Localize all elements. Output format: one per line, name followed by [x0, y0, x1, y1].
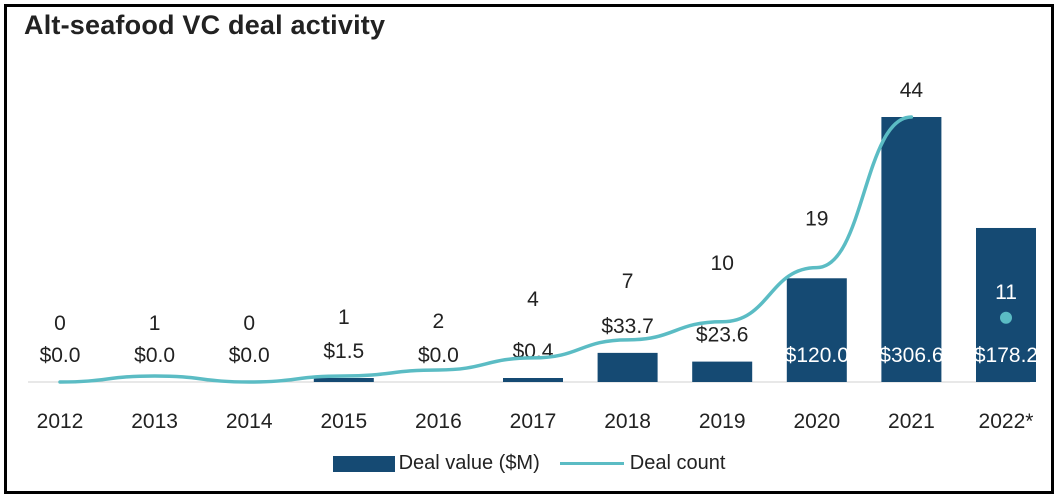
x-tick-label-2021: 2021 — [888, 410, 935, 433]
deal-count-label-2016: 2 — [433, 310, 445, 333]
legend-item-deal-value: Deal value ($M) — [332, 452, 540, 475]
chart-title: Alt-seafood VC deal activity — [24, 10, 386, 40]
deal-count-label-2021: 44 — [900, 79, 924, 102]
deal-count-label-2013: 1 — [149, 312, 161, 335]
x-tick-label-2013: 2013 — [131, 410, 178, 433]
x-tick-label-2016: 2016 — [415, 410, 462, 433]
legend-swatch-bar — [332, 455, 395, 472]
deal-count-label-2020: 19 — [805, 208, 828, 231]
deal-count-label-2015: 1 — [338, 306, 350, 329]
bar-value-label-2015: $1.5 — [323, 340, 364, 363]
legend-label-deal-value: Deal value ($M) — [398, 452, 540, 474]
bar-value-label-2013: $0.0 — [134, 344, 175, 367]
deal-count-label-2014: 0 — [243, 312, 255, 335]
deal-count-label-2017: 4 — [527, 288, 539, 311]
deal-count-point-2022* — [1000, 311, 1012, 324]
legend: Deal value ($M) Deal count — [0, 452, 1058, 475]
x-tick-label-2017: 2017 — [510, 410, 557, 433]
deal-count-line — [58, 115, 914, 384]
bar-2015 — [313, 378, 374, 382]
legend-swatch-line — [559, 462, 624, 465]
bar-value-label-2012: $0.0 — [40, 344, 81, 367]
bar-value-label-2020: $120.0 — [785, 344, 849, 367]
deal-count-label-2012: 0 — [54, 312, 66, 335]
x-tick-label-2022*: 2022* — [979, 410, 1034, 433]
bar-2022* — [976, 227, 1036, 382]
bar-2020 — [786, 278, 847, 382]
bar-value-label-2016: $0.0 — [418, 344, 459, 367]
bar-value-label-2022*: $178.2 — [974, 344, 1038, 367]
deal-count-label-2019: 10 — [711, 252, 734, 275]
bar-2021 — [881, 117, 942, 382]
bar-2019 — [692, 361, 753, 382]
deal-count-label-2022*: 11 — [995, 281, 1017, 304]
x-tick-label-2019: 2019 — [699, 410, 746, 433]
bar-value-label-2014: $0.0 — [229, 344, 270, 367]
x-tick-label-2018: 2018 — [604, 410, 651, 433]
x-tick-label-2012: 2012 — [37, 410, 84, 433]
bar-2017 — [503, 378, 563, 382]
legend-item-deal-count: Deal count — [540, 452, 726, 475]
bar-2018 — [597, 352, 658, 382]
bar-value-label-2019: $23.6 — [696, 324, 749, 347]
bar-value-label-2021: $306.6 — [879, 344, 943, 367]
chart-frame — [4, 4, 1054, 494]
x-tick-label-2020: 2020 — [793, 410, 840, 433]
x-tick-label-2014: 2014 — [226, 410, 273, 433]
bar-value-label-2018: $33.7 — [601, 315, 654, 338]
legend-label-deal-count: Deal count — [629, 452, 726, 474]
deal-count-label-2018: 7 — [622, 270, 634, 293]
x-tick-label-2015: 2015 — [320, 410, 367, 433]
